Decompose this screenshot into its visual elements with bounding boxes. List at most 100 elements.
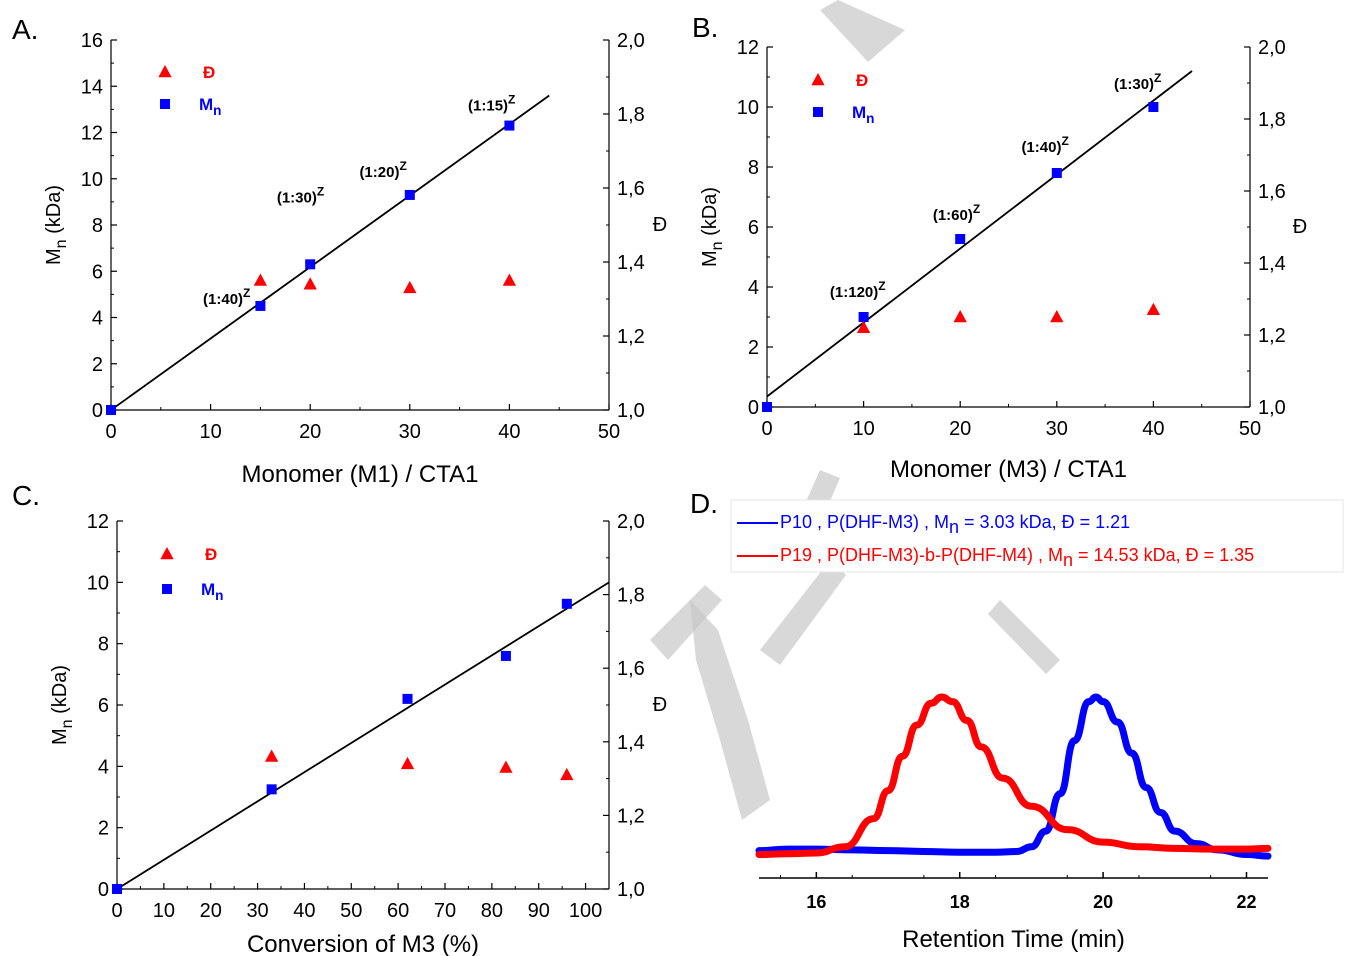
trace-p10 xyxy=(755,693,1272,860)
x-tick-label: 10 xyxy=(852,418,874,440)
legend-mn-label: Mn xyxy=(201,580,223,603)
x-tick-label: 80 xyxy=(481,900,503,922)
y-tick-label: 12 xyxy=(87,511,109,533)
watermark-stroke xyxy=(650,585,722,660)
x-tick-label: 60 xyxy=(387,900,409,922)
legend-dispersity-marker xyxy=(160,547,174,560)
mn-point xyxy=(255,300,266,311)
mn-point xyxy=(858,312,869,322)
mn-point xyxy=(561,598,572,609)
y-tick-label: 4 xyxy=(748,277,759,299)
y2-tick-label: 2,0 xyxy=(1258,37,1286,59)
y-tick-label: 0 xyxy=(92,400,103,422)
panel-a-chart: 0 10 20 30 40 50 0 2 4 6 8 10 12 14 16 1,0 1,2 1,4 1,6 1,8 2… xyxy=(43,30,667,488)
watermark xyxy=(650,0,1060,820)
legend-mn-marker xyxy=(813,107,823,117)
y2-tick-label: 2,0 xyxy=(617,30,645,52)
legend-entry-text: P10 , P(DHF-M3) , Mn = 3.03 kDa, Đ = 1.2… xyxy=(780,512,1130,537)
ratio-annotation: (1:40)Z xyxy=(1021,134,1068,156)
mn-point xyxy=(504,120,515,131)
panel-c-chart: 0 10 20 30 40 50 60 70 80 90 100 0 2 4 6 8 10 12 1,0 1,2 1,4… xyxy=(49,511,667,956)
legend-box xyxy=(730,499,1344,573)
y-axis-title: Mn (kDa) xyxy=(43,185,70,265)
watermark-stroke xyxy=(988,600,1060,674)
ratio-annotation: (1:15)Z xyxy=(468,93,515,115)
y-tick-label: 14 xyxy=(81,76,103,98)
y2-tick-label: 1,6 xyxy=(1258,181,1286,203)
dispersity-point xyxy=(1146,302,1161,316)
x-tick-label: 30 xyxy=(399,421,421,443)
dispersity-point xyxy=(253,273,268,286)
dispersity-point xyxy=(400,756,415,770)
mn-point xyxy=(1148,102,1159,112)
x-tick-label: 20 xyxy=(200,900,222,922)
y2-tick-label: 1,8 xyxy=(617,585,645,607)
panel-d-chart: P10 , P(DHF-M3) , Mn = 3.03 kDa, Đ = 1.2… xyxy=(730,499,1344,953)
y-tick-label: 0 xyxy=(98,879,109,901)
ratio-annotation: (1:60)Z xyxy=(933,202,980,224)
ratio-annotation: (1:40)Z xyxy=(203,286,250,308)
y-tick-label: 2 xyxy=(98,818,109,840)
ratio-annotation: (1:20)Z xyxy=(359,159,406,181)
legend-mn-marker xyxy=(160,99,170,109)
panel-c-letter: C. xyxy=(12,480,40,511)
mn-point xyxy=(106,405,116,415)
y2-tick-label: 1,2 xyxy=(617,326,645,348)
y-axis-title: Mn (kDa) xyxy=(699,187,726,267)
x-tick-label: 30 xyxy=(246,900,268,922)
y-tick-label: 12 xyxy=(737,37,759,59)
dispersity-point xyxy=(303,277,317,290)
y-tick-label: 12 xyxy=(81,123,103,145)
ratio-annotation: (1:30)Z xyxy=(1114,71,1161,93)
mn-point xyxy=(955,234,966,244)
y2-tick-label: 1,8 xyxy=(617,104,645,126)
legend-dispersity-label: Đ xyxy=(856,71,868,90)
mn-point xyxy=(1051,168,1062,178)
x-axis-title: Monomer (M3) / CTA1 xyxy=(890,456,1127,483)
panel-d-letter: D. xyxy=(690,488,718,519)
x-tick-label: 0 xyxy=(111,900,122,922)
x-tick-label: 20 xyxy=(949,418,971,440)
x-tick-label: 16 xyxy=(806,892,826,912)
y-tick-label: 8 xyxy=(98,634,109,656)
watermark-stroke xyxy=(690,600,770,820)
x-tick-label: 90 xyxy=(528,900,550,922)
x-tick-label: 20 xyxy=(299,421,321,443)
y2-tick-label: 2,0 xyxy=(617,511,645,533)
y2-axis-title: Đ xyxy=(653,214,667,236)
trace-p19 xyxy=(755,693,1272,859)
legend-dispersity-label: Đ xyxy=(205,545,217,564)
mn-point xyxy=(112,884,122,894)
mn-point xyxy=(404,189,415,200)
x-tick-label: 40 xyxy=(1142,418,1164,440)
y-tick-label: 16 xyxy=(81,30,103,52)
x-tick-label: 30 xyxy=(1046,418,1068,440)
x-tick-label: 40 xyxy=(498,421,520,443)
x-tick-label: 10 xyxy=(153,900,175,922)
x-axis-title: Retention Time (min) xyxy=(902,926,1125,953)
y2-tick-label: 1,4 xyxy=(617,732,645,754)
mn-point xyxy=(762,402,772,412)
y2-tick-label: 1,4 xyxy=(617,252,645,274)
legend-dispersity-marker xyxy=(811,73,825,86)
x-tick-label: 50 xyxy=(598,421,620,443)
x-tick-label: 22 xyxy=(1236,892,1256,912)
y2-tick-label: 1,8 xyxy=(1258,109,1286,131)
mn-point xyxy=(266,784,277,795)
x-tick-label: 18 xyxy=(950,892,970,912)
x-tick-label: 0 xyxy=(105,421,116,443)
dispersity-point xyxy=(560,767,574,781)
x-tick-label: 50 xyxy=(340,900,362,922)
x-axis-title: Monomer (M1) / CTA1 xyxy=(242,461,479,488)
x-tick-label: 100 xyxy=(569,900,602,922)
panel-b-chart: 0 10 20 30 40 50 0 2 4 6 8 10 12 1,0 1,2 1,4 1,6 1,8 2,0 Mo… xyxy=(699,37,1307,483)
panel-a-letter: A. xyxy=(12,14,39,45)
dispersity-point xyxy=(1050,310,1064,323)
y-tick-label: 4 xyxy=(92,308,103,330)
legend-mn-label: Mn xyxy=(852,103,874,126)
x-tick-label: 70 xyxy=(434,900,456,922)
dispersity-point xyxy=(502,273,517,286)
dispersity-point xyxy=(403,280,417,294)
linear-fit-line xyxy=(766,70,1193,398)
